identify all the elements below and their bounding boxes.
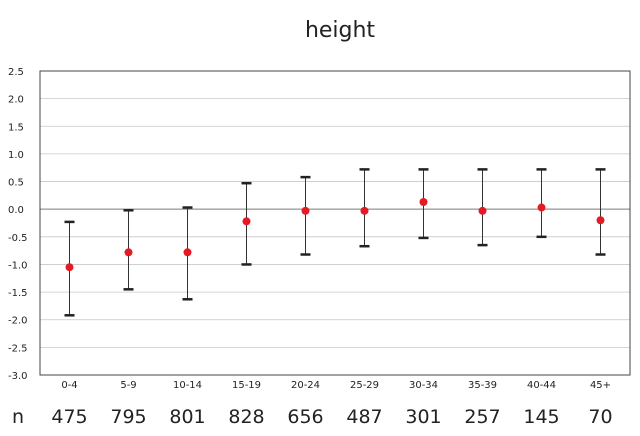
y-axis-ticks: 2.5 2.0 1.5 1.0 0.5 0.0 -0.5 -1.0 -1.5 -2.0 -2.5 -3… <box>8 67 28 382</box>
x-tick-label: 40-44 <box>527 380 556 391</box>
data-point <box>478 206 487 215</box>
y-tick-label: 1.0 <box>8 150 24 161</box>
data-point <box>360 206 369 215</box>
count-value: 301 <box>405 406 441 428</box>
x-tick-label: 35-39 <box>468 380 497 391</box>
x-tick-label: 0-4 <box>61 380 77 391</box>
count-value: 475 <box>51 406 87 428</box>
grid-layer <box>40 98 630 348</box>
y-tick-label: -1.0 <box>8 260 28 271</box>
data-point <box>301 206 310 215</box>
x-tick-label: 5-9 <box>120 380 136 391</box>
data-point <box>596 216 605 225</box>
y-tick-label: 0.5 <box>8 178 24 189</box>
data-point <box>183 248 192 257</box>
y-tick-label: 2.0 <box>8 95 24 106</box>
count-value: 145 <box>523 406 559 428</box>
count-value: 487 <box>346 406 382 428</box>
error-bars <box>64 168 606 317</box>
count-values: 475 795 801 828 656 487 301 257 145 70 <box>51 406 612 428</box>
data-point <box>242 217 251 226</box>
count-value: 828 <box>228 406 264 428</box>
y-tick-label: -3.0 <box>8 371 28 382</box>
data-point <box>419 197 428 206</box>
data-points <box>65 197 605 272</box>
x-tick-label: 25-29 <box>350 380 379 391</box>
data-point <box>65 263 74 272</box>
x-axis-ticks: 0-4 5-9 10-14 15-19 20-24 25-29 30-34 35-39 40-4… <box>61 380 611 391</box>
x-tick-label: 10-14 <box>173 380 202 391</box>
plot-frame <box>39 70 631 376</box>
x-tick-label: 30-34 <box>409 380 438 391</box>
x-tick-label: 20-24 <box>291 380 320 391</box>
count-value: 801 <box>169 406 205 428</box>
count-value: 70 <box>588 406 612 428</box>
y-tick-label: -2.0 <box>8 316 28 327</box>
data-point <box>124 248 133 257</box>
x-tick-label: 45+ <box>590 380 611 391</box>
y-tick-label: -1.5 <box>8 288 28 299</box>
chart-title: height <box>305 18 375 43</box>
y-tick-label: 0.0 <box>8 205 24 216</box>
y-tick-label: 1.5 <box>8 122 24 133</box>
data-point <box>537 203 546 212</box>
y-tick-label: 2.5 <box>8 67 24 78</box>
count-value: 656 <box>287 406 323 428</box>
count-value: 257 <box>464 406 500 428</box>
y-tick-label: -0.5 <box>8 233 28 244</box>
x-tick-label: 15-19 <box>232 380 261 391</box>
count-label: n <box>12 406 24 428</box>
y-tick-label: -2.5 <box>8 343 28 354</box>
count-value: 795 <box>110 406 146 428</box>
